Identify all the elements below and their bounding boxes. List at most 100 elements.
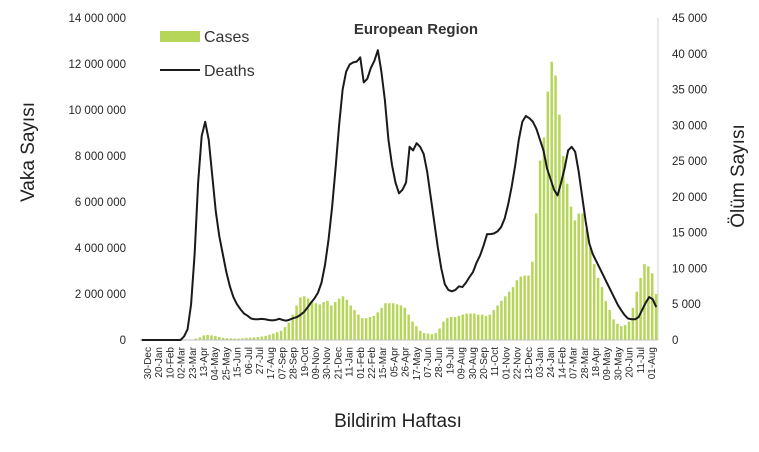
x-axis-title: Bildirim Haftası [334,411,462,432]
x-tick-label: 07-Mar [569,346,580,378]
cases-bar [279,330,283,340]
x-tick-label: 26-Apr [401,346,412,377]
x-tick-label: 11-Jul [636,347,647,374]
x-tick-label: 07-Sep [277,347,288,380]
x-tick-label: 30-Aug [468,347,479,379]
cases-bar [260,336,264,340]
x-tick-label: 13-Apr [199,346,210,377]
cases-bar [581,213,584,340]
cases-bar [631,307,635,340]
cases-bar [620,326,623,340]
cases-bar [449,317,453,340]
x-tick-label: 07-Jun [423,347,434,378]
cases-bar [492,310,495,340]
cases-bar [647,266,650,340]
x-tick-label: 23-Mar [188,346,199,378]
right-tick-label: 0 [672,335,678,347]
cases-bar [565,183,569,340]
left-tick-label: 8 000 000 [75,151,126,163]
x-tick-label: 17-Aug [266,347,277,379]
cases-bar [430,334,434,340]
cases-bar [237,338,240,340]
cases-bar [291,314,294,340]
left-axis-title: Vaka Sayısı [18,102,39,202]
cases-bar [473,313,476,340]
cases-bar [527,275,530,340]
cases-bar [562,156,565,340]
x-tick-label: 30-Nov [322,347,333,379]
cases-bar [623,325,627,340]
cases-bar [380,307,383,340]
x-tick-label: 15-Mar [378,346,389,378]
cases-bar [364,318,368,340]
x-tick-label: 02-Mar [177,346,188,378]
x-tick-label: 20-Jan [154,347,165,378]
cases-bar [345,299,349,340]
right-tick-label: 25 000 [672,156,707,168]
cases-bar [457,315,461,340]
cases-bar [461,314,465,340]
x-tick-label: 19-Jul [445,347,456,374]
cases-bar [434,333,437,340]
cases-bar [523,275,526,340]
x-tick-label: 03-Jan [535,347,546,378]
x-tick-label: 04-May [210,347,221,380]
cases-bar [604,300,608,340]
cases-bar [368,317,372,340]
x-tick-label: 01-Feb [356,347,367,379]
left-tick-label: 10 000 000 [68,105,126,117]
cases-bar [399,305,403,340]
right-tick-label: 40 000 [672,49,707,61]
legend-cases-swatch [160,31,200,42]
legend-cases-label: Cases [204,29,249,46]
cases-bar [422,333,426,340]
cases-bar [577,213,581,340]
cases-bar [256,337,260,340]
cases-bar [353,310,356,340]
left-tick-label: 0 [120,335,126,347]
cases-bar [453,317,457,340]
cases-bar [306,298,310,340]
x-tick-label: 24-Jan [546,347,557,378]
cases-bar [326,300,329,340]
cases-bar [245,337,248,340]
cases-bar [272,333,275,340]
cases-bar [650,273,654,340]
cases-bar [546,91,550,340]
x-tick-label: 06-Jul [244,347,255,374]
x-tick-label: 28-Jun [434,347,445,378]
cases-bar [337,298,341,340]
cases-bar [357,314,360,340]
cases-bar [241,338,244,340]
cases-bar [465,313,468,340]
x-tick-label: 30-May [613,347,624,380]
chart-title: European Region [354,21,478,38]
x-tick-label: 20-Jun [625,347,636,378]
cases-bar [384,303,387,340]
cases-bar [550,61,553,340]
x-tick-label: 28-Sep [289,347,300,380]
cases-bar [592,264,596,340]
cases-bar [322,302,325,340]
cases-bar [438,328,441,340]
cases-bar [391,303,395,340]
x-tick-label: 17-May [412,347,423,380]
cases-bar [538,160,542,340]
cases-bar [330,305,333,340]
x-tick-label: 27-Jul [255,347,266,374]
x-tick-label: 22-Nov [513,347,524,379]
right-tick-label: 5 000 [672,299,701,311]
cases-bars [190,61,658,340]
left-tick-label: 2 000 000 [75,289,126,301]
cases-bar [314,303,318,340]
cases-bar [500,300,503,340]
cases-bar [318,304,322,340]
cases-bar [419,330,422,340]
cases-bar [349,305,352,340]
cases-bar [252,337,256,340]
cases-bar [635,291,638,340]
x-tick-label: 11-Oct [490,347,501,376]
left-tick-label: 6 000 000 [75,197,126,209]
cases-bar [295,305,298,340]
axis-lines [140,18,659,341]
